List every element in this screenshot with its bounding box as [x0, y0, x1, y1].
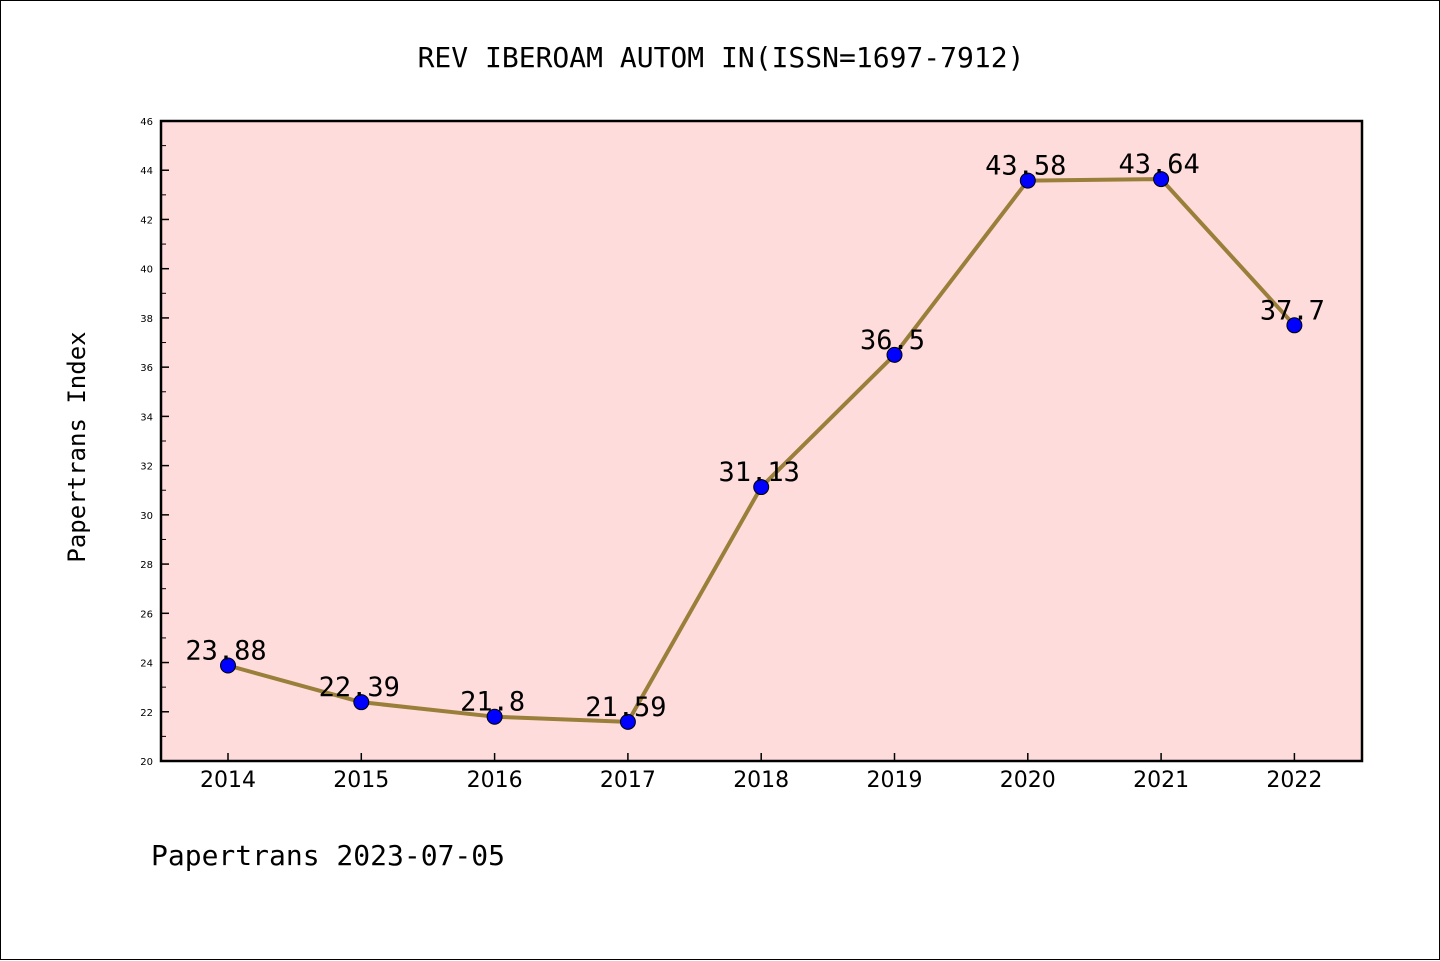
data-labels: 23.88 22.39 21.8 21.59 31.13 36.5 43.58 43.64 37…	[185, 149, 1325, 723]
x-tick-label: 2016	[467, 768, 523, 793]
x-tick-label: 2020	[1000, 768, 1056, 793]
data-point	[220, 657, 236, 674]
data-label: 36.5	[860, 325, 925, 356]
x-axis: 2014 2015 2016 2017 2018 2019 2020 2021 2022	[200, 753, 1322, 793]
data-label: 21.8	[460, 687, 525, 718]
data-point	[619, 713, 636, 730]
data-label: 43.64	[1118, 149, 1199, 180]
data-label: 31.13	[719, 457, 800, 488]
data-point	[886, 346, 903, 363]
data-points	[220, 171, 1303, 730]
data-point	[1153, 171, 1170, 188]
y-tick-label: 24	[140, 659, 153, 670]
y-tick-label: 46	[140, 117, 153, 128]
data-label: 23.88	[185, 635, 266, 666]
y-tick-label: 38	[140, 314, 153, 325]
y-tick-label: 34	[140, 412, 153, 423]
x-tick-label: 2015	[333, 768, 389, 793]
data-label: 43.58	[985, 151, 1066, 182]
x-tick-label: 2018	[733, 768, 789, 793]
data-point	[486, 708, 503, 725]
data-point	[1019, 172, 1036, 189]
plot-border	[159, 119, 1364, 763]
y-tick-label: 28	[140, 560, 153, 571]
x-tick-label: 2017	[600, 768, 656, 793]
y-tick-label: 30	[140, 511, 153, 522]
y-tick-label: 26	[140, 609, 153, 620]
x-tick-label: 2019	[867, 768, 923, 793]
y-axis-label: Papertrans Index	[63, 331, 91, 562]
y-tick-label: 20	[140, 757, 153, 768]
y-tick-label: 32	[140, 462, 153, 473]
data-point	[753, 479, 770, 496]
y-axis: 20 22 24 26 28 30 32 34 36 38 40 42 44 46	[140, 117, 169, 768]
chart-title: REV IBEROAM AUTOM IN(ISSN=1697-7912)	[418, 41, 1025, 74]
plot-area	[161, 121, 1362, 761]
data-point	[1286, 317, 1303, 334]
y-tick-label: 36	[140, 363, 153, 374]
data-label: 37.7	[1260, 295, 1325, 326]
x-tick-label: 2021	[1133, 768, 1189, 793]
footer-text: Papertrans 2023-07-05	[151, 839, 505, 872]
data-label: 21.59	[585, 692, 666, 723]
y-tick-label: 22	[140, 708, 153, 719]
y-tick-label: 40	[140, 265, 153, 276]
x-tick-label: 2022	[1266, 768, 1322, 793]
x-tick-label: 2014	[200, 768, 256, 793]
data-point	[353, 694, 370, 711]
data-label: 22.39	[319, 672, 400, 703]
y-tick-label: 42	[140, 215, 153, 226]
y-tick-label: 44	[140, 166, 153, 177]
